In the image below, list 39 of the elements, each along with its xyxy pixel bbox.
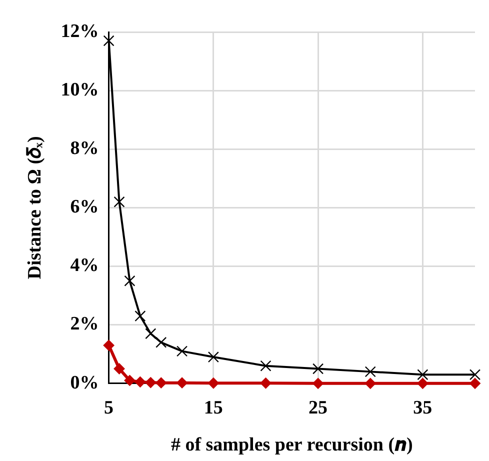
x-tick-label: 35 (413, 398, 432, 419)
point (417, 369, 428, 380)
point (145, 377, 156, 388)
point (208, 351, 219, 363)
point (124, 275, 136, 286)
x-axis-title: # of samples per recursion (𝒏) (170, 434, 413, 456)
point (470, 378, 480, 389)
y-tick-label: 0% (70, 372, 99, 394)
point (469, 369, 481, 380)
point (208, 378, 219, 389)
x-tick-label: 15 (204, 398, 223, 419)
point (134, 376, 146, 388)
point (156, 377, 167, 388)
y-tick-label: 2% (70, 314, 99, 335)
point (312, 378, 324, 389)
y-tick-label: 8% (70, 138, 99, 160)
y-tick-label: 12% (60, 20, 99, 42)
y-tick-label: 4% (70, 255, 99, 276)
point (156, 336, 167, 348)
point (145, 328, 156, 340)
point (364, 366, 376, 378)
point (114, 363, 125, 374)
y-axis-title: Distance to Ω (𝛿ₓ) (24, 136, 46, 280)
x-tick-label: 5 (104, 398, 114, 419)
point (176, 346, 188, 357)
point (260, 360, 272, 372)
point (260, 378, 272, 389)
y-tick-label: 10% (60, 79, 99, 100)
point (176, 377, 188, 388)
x-tick-label: 25 (308, 398, 328, 419)
point (364, 378, 376, 389)
point (103, 35, 114, 46)
point (417, 378, 428, 389)
point (312, 363, 324, 374)
point (114, 196, 125, 208)
point (103, 340, 114, 351)
point (134, 310, 146, 322)
point (124, 374, 136, 386)
y-tick-label: 6% (70, 196, 99, 218)
